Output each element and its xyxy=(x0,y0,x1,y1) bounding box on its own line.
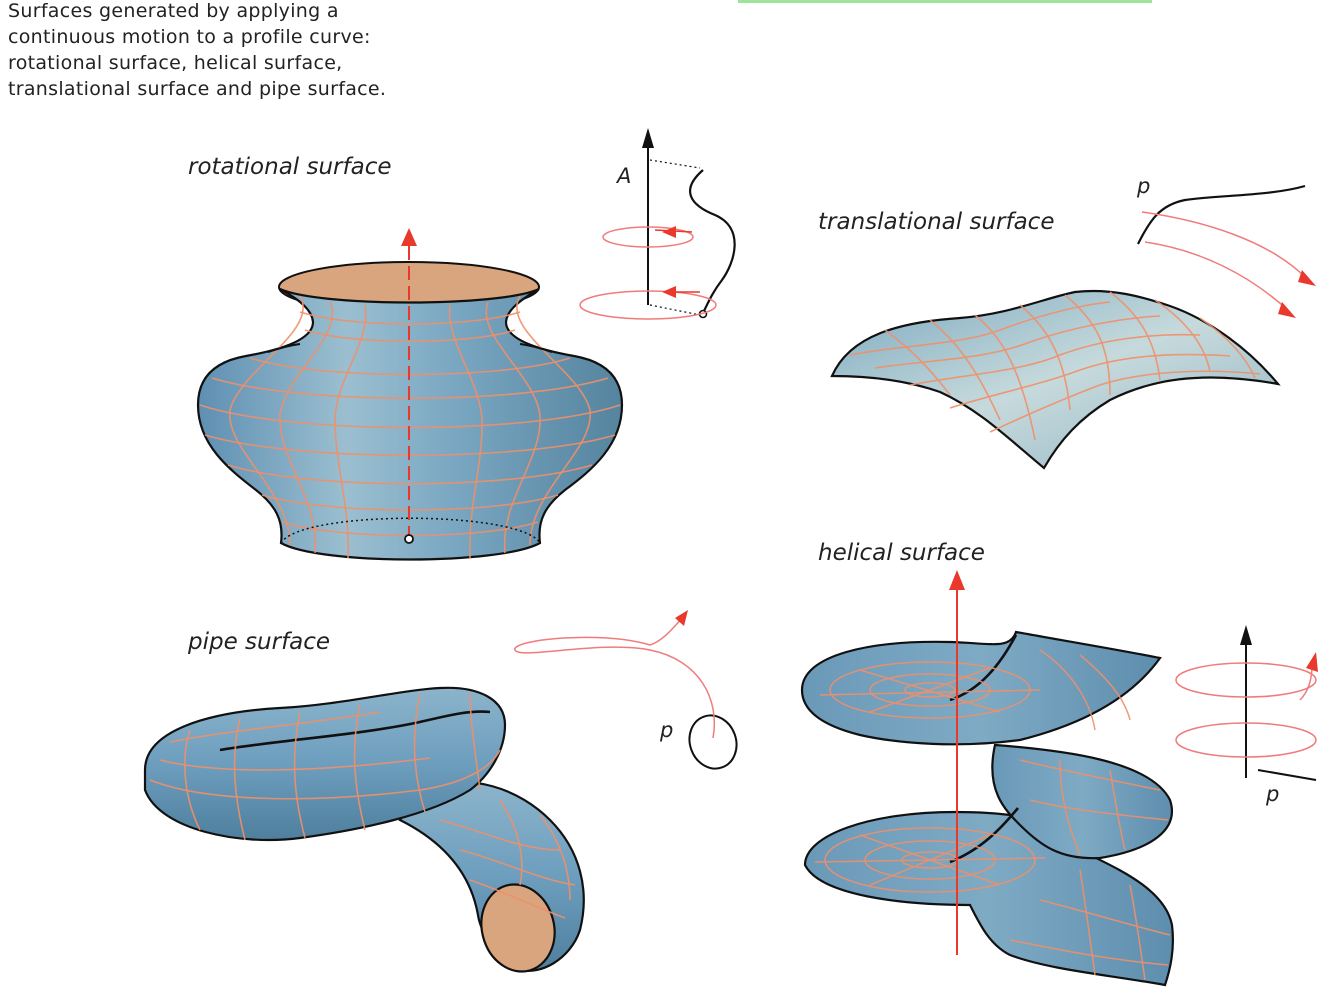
pipe-surface-label: pipe surface xyxy=(188,629,331,655)
caption-line: Surfaces generated by applying a xyxy=(8,0,339,22)
highlight-bar xyxy=(738,0,1152,3)
figure-caption: Surfaces generated by applying a continu… xyxy=(8,0,428,102)
caption-line: continuous motion to a profile curve: xyxy=(8,26,371,48)
translational-surface xyxy=(830,184,1316,470)
translational-surface-label: translational surface xyxy=(818,209,1055,235)
helical-profile-label: p xyxy=(1266,782,1280,806)
translational-profile-label: p xyxy=(1137,174,1151,198)
rotation-inset xyxy=(579,128,736,320)
caption-line: translational surface and pipe surface. xyxy=(8,78,387,100)
helical-surface-label: helical surface xyxy=(818,540,985,566)
pipe-surface xyxy=(143,610,738,973)
pipe-profile-label: p xyxy=(660,718,674,742)
rotational-surface-label: rotational surface xyxy=(188,154,392,180)
axis-label-a: A xyxy=(617,164,632,188)
caption-line: rotational surface, helical surface, xyxy=(8,52,343,74)
rotational-surface-vase xyxy=(196,228,624,561)
helical-surface xyxy=(800,570,1318,987)
